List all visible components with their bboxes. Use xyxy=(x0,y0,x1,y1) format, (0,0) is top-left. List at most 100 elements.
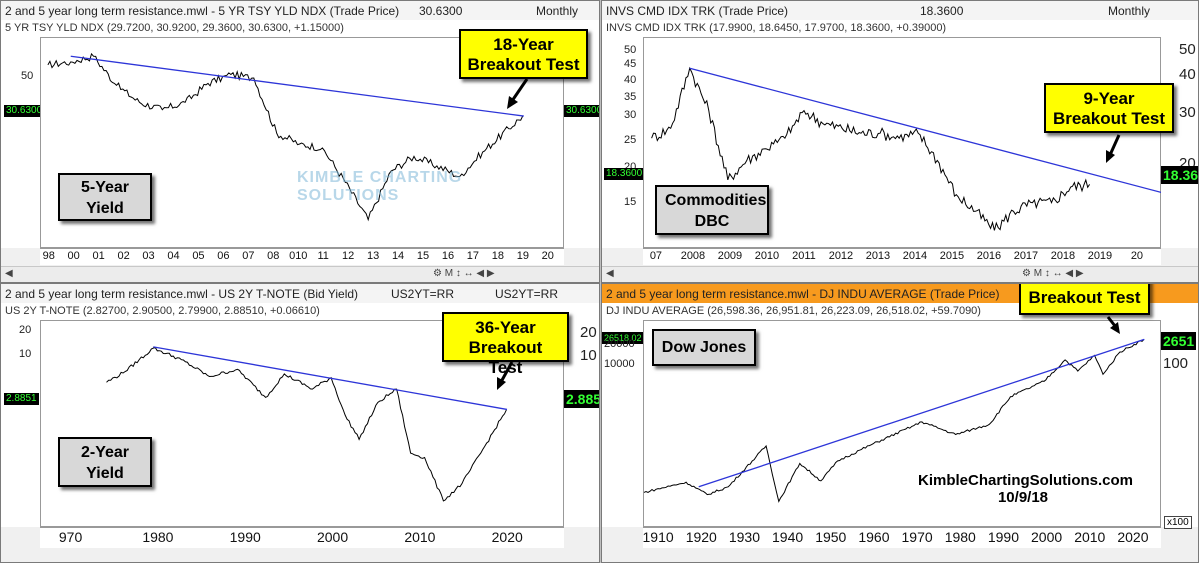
ohlc-text: DJ INDU AVERAGE (26,598.36, 26,951.81, 2… xyxy=(606,305,981,317)
panel-price: 18.3600 xyxy=(920,4,964,18)
x-tick-label: 16 xyxy=(441,250,455,262)
ohlc-header: INVS CMD IDX TRK (17.9900, 18.6450, 17.9… xyxy=(602,20,1198,37)
left-tick: 20000 xyxy=(604,338,635,350)
price-marker: 2.8851 xyxy=(4,393,39,405)
ohlc-text: US 2Y T-NOTE (2.82700, 2.90500, 2.79900,… xyxy=(5,305,320,317)
x-tick-label: 17 xyxy=(466,250,480,262)
price-marker: 30.6300 xyxy=(4,105,45,117)
x-tick-label: 2020 xyxy=(1117,529,1149,545)
price-line xyxy=(651,66,1091,231)
right-tick: 50 xyxy=(1179,41,1196,58)
x-tick-label: 1960 xyxy=(858,529,890,545)
x-tick-label: 02 xyxy=(117,250,130,262)
zoom-controls[interactable]: ⚙ M ↕ ↔ ◀ ▶ xyxy=(433,268,495,279)
x-axis: 07 2008 2009 2010 2011 2012 2013 2014 2015 2016 20… xyxy=(643,248,1161,265)
x-axis: 98 00 01 02 03 04 05 06 07 08 010 11 12 13 14 15 16 17 18 1… xyxy=(40,248,564,265)
scrollbar[interactable]: ◀ ⚙ M ↕ ↔ ◀ ▶ xyxy=(1,266,599,282)
ohlc-text: INVS CMD IDX TRK (17.9900, 18.6450, 17.9… xyxy=(606,22,947,34)
x-tick-label: 1970 xyxy=(901,529,933,545)
price-line xyxy=(106,347,507,502)
x-axis: 1910 1920 1930 1940 1950 1960 1970 1980 1990 2000… xyxy=(643,527,1161,548)
left-tick: 50 xyxy=(21,70,34,82)
price-marker: 18.3600 xyxy=(604,168,645,180)
panel-title-bar[interactable]: 2 and 5 year long term resistance.mwl - … xyxy=(1,1,599,21)
chart-panel-2-year: 2 and 5 year long term resistance.mwl - … xyxy=(0,283,600,563)
x-tick-label: 970 xyxy=(58,529,83,545)
left-tick: 30 xyxy=(624,109,637,121)
x-tick-label: 1990 xyxy=(987,529,1020,545)
price-marker: 2651 xyxy=(1161,332,1197,350)
x-tick-label: 03 xyxy=(142,250,155,262)
x-tick-label: 14 xyxy=(391,250,405,262)
left-tick: 10 xyxy=(19,348,32,360)
left-axis: 50 30.6300 xyxy=(1,37,45,248)
x-tick-label: 01 xyxy=(92,250,105,262)
breakout-callout: 9-Year Breakout Test xyxy=(1044,83,1174,133)
left-tick: 50 xyxy=(624,44,637,56)
watermark: KIMBLE CHARTING SOLUTIONS xyxy=(297,169,463,204)
left-tick: 15 xyxy=(624,196,637,208)
breakout-callout: 36-Year Breakout Test xyxy=(442,312,569,377)
zoom-controls[interactable]: ⚙ M ↕ ↔ ◀ ▶ xyxy=(1022,268,1084,279)
series-label: Commodities DBC xyxy=(655,185,769,235)
x-tick-label: 2020 xyxy=(491,529,523,545)
x-tick-label: 1940 xyxy=(772,529,804,545)
x-tick-label: 18 xyxy=(491,250,504,262)
resistance-trendline xyxy=(689,67,1186,200)
price-marker: 26518.02 xyxy=(602,332,644,344)
x-tick-label: 2018 xyxy=(1050,250,1076,262)
left-axis: 50 45 40 35 30 25 20 18.3600 15 xyxy=(602,37,645,248)
panel-title: 2 and 5 year long term resistance.mwl - … xyxy=(5,4,400,18)
left-axis: 26518.02 20000 10000 xyxy=(602,320,644,527)
panel-period: Monthly xyxy=(1108,4,1151,18)
chart-svg xyxy=(651,66,1186,231)
x-tick-label: 1920 xyxy=(685,529,717,545)
chart-svg xyxy=(47,52,524,222)
x-tick-label: 2012 xyxy=(828,250,854,262)
x-tick-label: 07 xyxy=(242,250,255,262)
series-label: 5-Year Yield xyxy=(58,173,152,221)
panel-price: 30.6300 xyxy=(419,4,463,18)
x-tick-label: 2019 xyxy=(1087,250,1113,262)
chart-panel-commodities: INVS CMD IDX TRK (Trade Price) 18.3600 M… xyxy=(601,0,1199,283)
right-tick: 30 xyxy=(1179,104,1196,121)
x-tick-label: 08 xyxy=(267,250,280,262)
chart-panel-dow: 2 and 5 year long term resistance.mwl - … xyxy=(601,283,1199,563)
x-tick-label: 20 xyxy=(1130,250,1144,262)
credit-date: 10/9/18 xyxy=(997,489,1049,506)
series-label: Dow Jones xyxy=(652,329,756,366)
callout-arrow xyxy=(1106,134,1121,163)
scroll-left-icon[interactable]: ◀ xyxy=(5,268,13,279)
x-tick-label: 19 xyxy=(516,250,529,262)
ohlc-header: 5 YR TSY YLD NDX (29.7200, 30.9200, 29.3… xyxy=(1,20,599,37)
panel-title: 2 and 5 year long term resistance.mwl - … xyxy=(606,287,1000,301)
right-tick: 100 xyxy=(1163,355,1189,372)
x-tick-label: 010 xyxy=(289,250,308,262)
left-tick: 25 xyxy=(624,134,637,146)
x-tick-label: 06 xyxy=(217,250,230,262)
x-tick-label: 11 xyxy=(317,250,329,262)
x-tick-label: 98 xyxy=(42,250,55,262)
x-tick-label: 2010 xyxy=(754,250,780,262)
x-tick-label: 2014 xyxy=(902,250,928,262)
left-tick: 10000 xyxy=(604,358,635,370)
right-axis: 2651 100 xyxy=(1161,320,1198,527)
price-marker: 2.885 xyxy=(564,390,599,408)
resistance-trendline xyxy=(153,346,508,411)
credit-text: KimbleChartingSolutions.com 10/9/18 xyxy=(918,472,1133,506)
left-tick: 20 xyxy=(19,324,32,336)
ohlc-text: 5 YR TSY YLD NDX (29.7200, 30.9200, 29.3… xyxy=(5,22,344,34)
x-tick-label: 2016 xyxy=(976,250,1002,262)
scrollbar[interactable]: ◀ ⚙ M ↕ ↔ ◀ ▶ xyxy=(602,266,1198,282)
x-tick-label: 2013 xyxy=(865,250,891,262)
resistance-trendline xyxy=(698,338,1145,488)
right-tick: 40 xyxy=(1179,66,1196,83)
price-marker: 30.6300 xyxy=(564,105,599,117)
x-tick-label: 15 xyxy=(416,250,430,262)
panel-period: Monthly xyxy=(536,4,579,18)
x-tick-label: 1930 xyxy=(728,529,761,545)
callout-arrow xyxy=(497,361,514,390)
scroll-left-icon[interactable]: ◀ xyxy=(606,268,614,279)
callout-arrow xyxy=(507,78,529,109)
x-tick-label: 07 xyxy=(649,250,663,262)
